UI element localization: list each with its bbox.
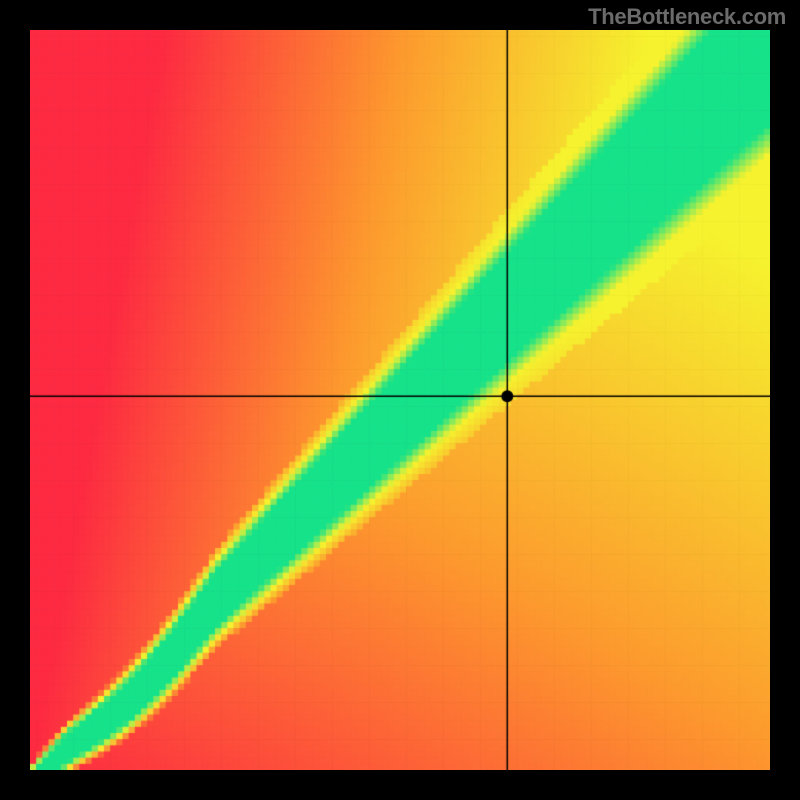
plot-frame xyxy=(30,30,770,770)
attribution-text: TheBottleneck.com xyxy=(588,4,786,30)
heatmap-canvas xyxy=(30,30,770,770)
chart-container: TheBottleneck.com xyxy=(0,0,800,800)
